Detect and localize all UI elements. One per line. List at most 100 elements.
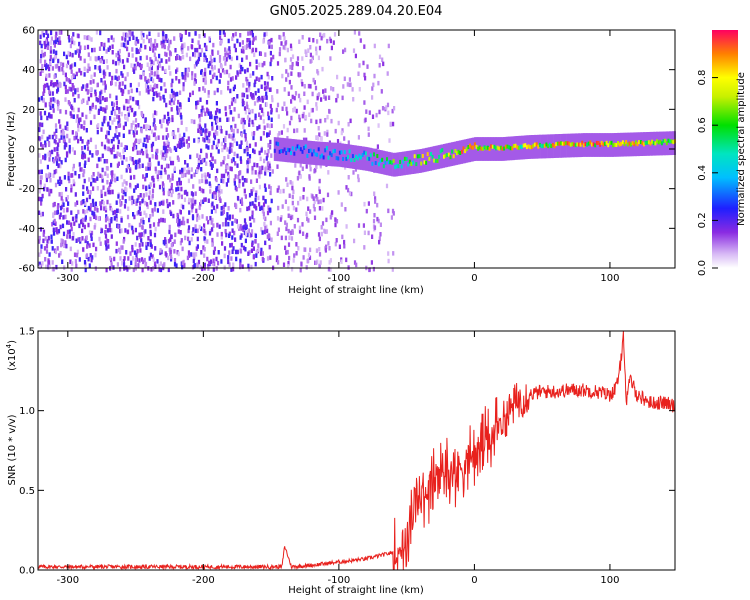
noise-cell: [67, 201, 70, 206]
signal-cell: [613, 142, 616, 147]
noise-cell: [53, 98, 56, 103]
noise-cell: [209, 60, 212, 66]
noise-cell: [104, 171, 107, 176]
noise-cell: [101, 174, 104, 180]
noise-cell: [116, 163, 119, 168]
noise-cell: [260, 247, 263, 253]
noise-cell: [301, 222, 304, 227]
noise-cell: [100, 193, 103, 198]
noise-cell: [178, 138, 181, 143]
noise-cell: [184, 30, 187, 35]
noise-cell: [147, 166, 150, 171]
noise-cell: [335, 219, 339, 224]
noise-cell: [164, 170, 167, 175]
noise-cell: [135, 87, 139, 93]
signal-cell: [569, 142, 572, 147]
signal-halo: [382, 150, 385, 175]
noise-cell: [237, 174, 240, 180]
noise-cell: [220, 39, 223, 45]
noise-cell: [165, 102, 168, 108]
noise-cell: [246, 67, 249, 73]
noise-cell: [215, 75, 218, 81]
noise-cell: [366, 64, 369, 69]
noise-cell: [118, 199, 122, 204]
noise-cell: [185, 127, 188, 132]
noise-cell: [92, 79, 95, 84]
noise-cell: [243, 148, 246, 154]
noise-cell: [44, 236, 47, 241]
noise-cell: [179, 112, 182, 118]
noise-cell: [178, 177, 181, 182]
signal-cell: [564, 141, 567, 146]
noise-cell: [145, 192, 148, 197]
signal-cell: [608, 141, 611, 146]
noise-cell: [95, 151, 98, 156]
noise-cell: [38, 97, 41, 102]
noise-cell: [199, 52, 202, 57]
signal-cell: [428, 156, 431, 161]
noise-cell: [249, 92, 253, 97]
noise-cell: [230, 242, 233, 248]
noise-cell: [318, 132, 321, 137]
noise-cell: [91, 153, 94, 158]
noise-cell: [126, 72, 129, 77]
noise-cell: [240, 117, 244, 123]
noise-cell: [268, 87, 271, 92]
noise-cell: [329, 38, 332, 44]
noise-cell: [290, 115, 293, 121]
noise-cell: [97, 171, 100, 177]
signal-cell: [291, 146, 294, 151]
noise-cell: [94, 252, 97, 258]
noise-cell: [183, 132, 186, 138]
noise-cell: [258, 174, 261, 179]
noise-cell: [182, 204, 185, 210]
noise-cell: [82, 209, 85, 214]
noise-cell: [263, 61, 266, 66]
noise-cell: [156, 65, 159, 70]
noise-cell: [93, 206, 97, 211]
noise-cell: [330, 86, 333, 91]
signal-cell: [446, 153, 449, 157]
noise-cell: [202, 77, 205, 83]
noise-cell: [216, 118, 219, 124]
noise-cell: [78, 68, 81, 73]
noise-cell: [243, 178, 246, 183]
noise-cell: [88, 263, 91, 268]
noise-cell: [83, 125, 86, 131]
noise-cell: [59, 205, 63, 211]
noise-cell: [326, 192, 330, 198]
noise-cell: [308, 112, 311, 117]
noise-cell: [228, 54, 231, 60]
signal-cell: [312, 149, 315, 154]
noise-cell: [302, 137, 306, 143]
noise-cell: [110, 80, 113, 85]
noise-cell: [233, 181, 236, 186]
noise-cell: [211, 261, 214, 266]
noise-cell: [94, 178, 97, 183]
signal-cell: [610, 140, 613, 145]
noise-cell: [201, 105, 204, 111]
noise-cell: [92, 242, 95, 248]
noise-cell: [180, 203, 183, 209]
noise-cell: [264, 167, 267, 172]
signal-cell: [542, 143, 545, 148]
noise-cell: [213, 246, 216, 252]
x-tick-label: -100: [328, 575, 351, 586]
noise-cell: [262, 112, 265, 117]
noise-cell: [135, 57, 138, 62]
noise-cell: [138, 158, 141, 163]
noise-cell: [312, 196, 315, 201]
noise-cell: [119, 202, 122, 207]
signal-cell: [625, 140, 628, 145]
noise-cell: [298, 39, 301, 44]
noise-cell: [89, 120, 93, 125]
noise-cell: [259, 136, 263, 141]
noise-cell: [247, 267, 251, 272]
noise-cell: [320, 35, 323, 41]
noise-cell: [142, 232, 145, 238]
noise-cell: [255, 190, 258, 195]
noise-cell: [284, 199, 287, 204]
noise-cell: [120, 87, 123, 93]
noise-cell: [168, 65, 171, 70]
noise-cell: [270, 198, 273, 204]
